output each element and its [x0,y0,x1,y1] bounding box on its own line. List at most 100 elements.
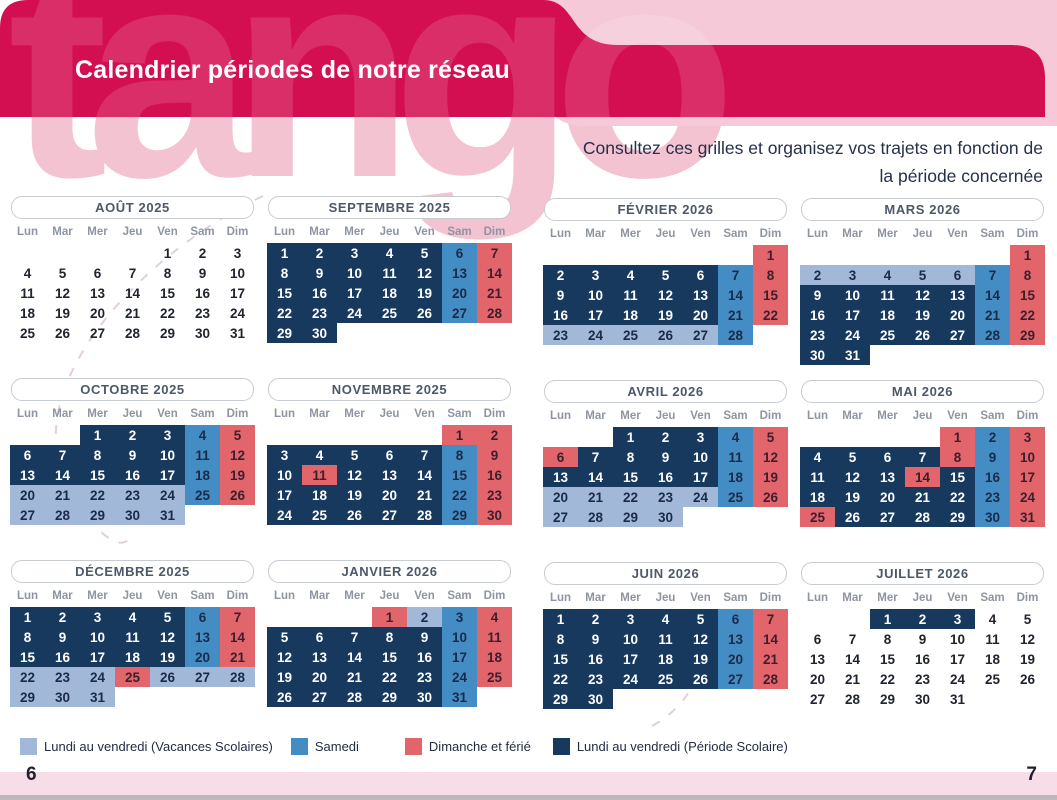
week-row: 9 10 11 12 13 14 15 [543,285,788,305]
day-cell [372,425,407,445]
day-cell: 6 [372,445,407,465]
week-row: 15 16 17 18 19 20 21 [267,283,512,303]
day-cell: 6 [185,607,220,627]
day-cell: 16 [407,647,442,667]
weekday-label: Lun [806,228,829,240]
day-cell: 4 [613,265,648,285]
day-cell: 4 [648,609,683,629]
weekday-label: Dim [226,408,249,420]
month-calendar: JANVIER 2026 Lun Mar Mer Jeu Ven Sam Dim 1 2 3 4 5 6 7… [267,560,512,707]
day-cell: 18 [19,305,36,321]
week-row: 27 28 29 30 31 [10,505,255,525]
week-row: 20 21 22 23 24 25 26 [800,669,1045,689]
legend-swatch-di [404,738,422,755]
day-cell: 13 [442,263,477,283]
weekday-row: Lun Mar Mer Jeu Ven Sam Dim [267,408,512,420]
day-cell: 14 [905,467,940,487]
day-cell: 8 [80,445,115,465]
week-row: 20 21 22 23 24 25 26 [10,485,255,505]
weekday-label: Mer [877,410,898,422]
day-cell [337,607,372,627]
day-cell: 8 [10,627,45,647]
day-cell: 25 [613,325,648,345]
weekday-label: Sam [980,592,1005,604]
day-cell: 25 [372,303,407,323]
month-calendar: FÉVRIER 2026 Lun Mar Mer Jeu Ven Sam Dim 1 2 3 4 5 6 7… [543,198,788,345]
day-cell: 9 [648,447,683,467]
day-cell: 22 [1010,305,1045,325]
week-row: 22 23 24 25 26 27 28 [10,667,255,687]
day-cell [407,323,442,343]
week-row: 15 16 17 18 19 20 21 [543,649,788,669]
day-cell: 15 [442,465,477,485]
weekday-label: Jeu [122,226,143,238]
day-cell [302,607,337,627]
day-cell: 7 [753,609,788,629]
week-row: 4 5 6 7 8 9 10 [800,447,1045,467]
day-cell [683,689,718,709]
day-cell: 13 [718,629,753,649]
day-cell: 22 [372,667,407,687]
day-cell: 15 [543,649,578,669]
day-cell: 24 [578,325,613,345]
day-cell: 4 [988,611,997,627]
day-cell: 15 [10,647,45,667]
day-cell: 23 [194,305,211,321]
day-cell: 17 [337,283,372,303]
legend-item: Lundi au vendredi (Période Scolaire) [552,738,788,755]
day-cell: 20 [10,485,45,505]
day-cell: 11 [985,631,1000,647]
day-cell: 10 [578,285,613,305]
day-cell: 7 [45,445,80,465]
day-cell: 25 [648,669,683,689]
weekday-row: Lun Mar Mer Jeu Ven Sam Dim [800,228,1045,240]
day-cell: 28 [578,507,613,527]
day-cell: 1 [80,425,115,445]
week-row: 8 9 10 11 12 13 14 [543,629,788,649]
day-cell: 4 [372,243,407,263]
day-cell: 19 [150,647,185,667]
day-cell: 2 [905,609,940,629]
day-cell: 5 [407,243,442,263]
week-row: 6 7 8 9 10 11 12 [800,629,1045,649]
day-cell: 2 [975,427,1010,447]
day-cell [835,245,870,265]
weekday-row: Lun Mar Mer Jeu Ven Sam Dim [800,410,1045,422]
day-cell: 12 [835,467,870,487]
day-cell: 8 [1010,265,1045,285]
day-cell: 18 [115,647,150,667]
day-cell: 16 [914,651,931,667]
month-calendar: OCTOBRE 2025 Lun Mar Mer Jeu Ven Sam Dim 1 2 3 4 5 6 7… [10,378,255,525]
day-cell: 10 [337,263,372,283]
day-cell [975,345,1010,365]
weekday-label: Sam [447,408,472,420]
day-cell: 15 [372,647,407,667]
day-cell: 26 [1019,671,1036,687]
weekday-label: Dim [483,590,506,602]
day-cell: 9 [45,627,80,647]
day-cell: 20 [372,485,407,505]
day-cell [683,507,718,527]
day-cell: 16 [115,465,150,485]
week-row: 27 28 29 30 31 [800,689,1045,709]
weekday-label: Sam [190,590,215,602]
day-cell: 25 [718,487,753,507]
weekday-label: Sam [190,408,215,420]
week-row: 26 27 28 29 30 31 [267,687,512,707]
weekday-label: Dim [483,408,506,420]
weekday-label: Dim [483,226,506,238]
day-cell: 21 [753,649,788,669]
day-cell: 27 [442,303,477,323]
day-cell: 2 [477,425,512,445]
day-cell: 6 [543,447,578,467]
day-cell: 26 [220,485,255,505]
day-cell: 21 [905,487,940,507]
day-cell: 14 [753,629,788,649]
day-cell: 23 [477,485,512,505]
day-cell: 9 [918,631,927,647]
month-calendar: AVRIL 2026 Lun Mar Mer Jeu Ven Sam Dim 1 2 3 4 5 6 7 8 9… [543,380,788,527]
day-cell: 12 [54,285,71,301]
